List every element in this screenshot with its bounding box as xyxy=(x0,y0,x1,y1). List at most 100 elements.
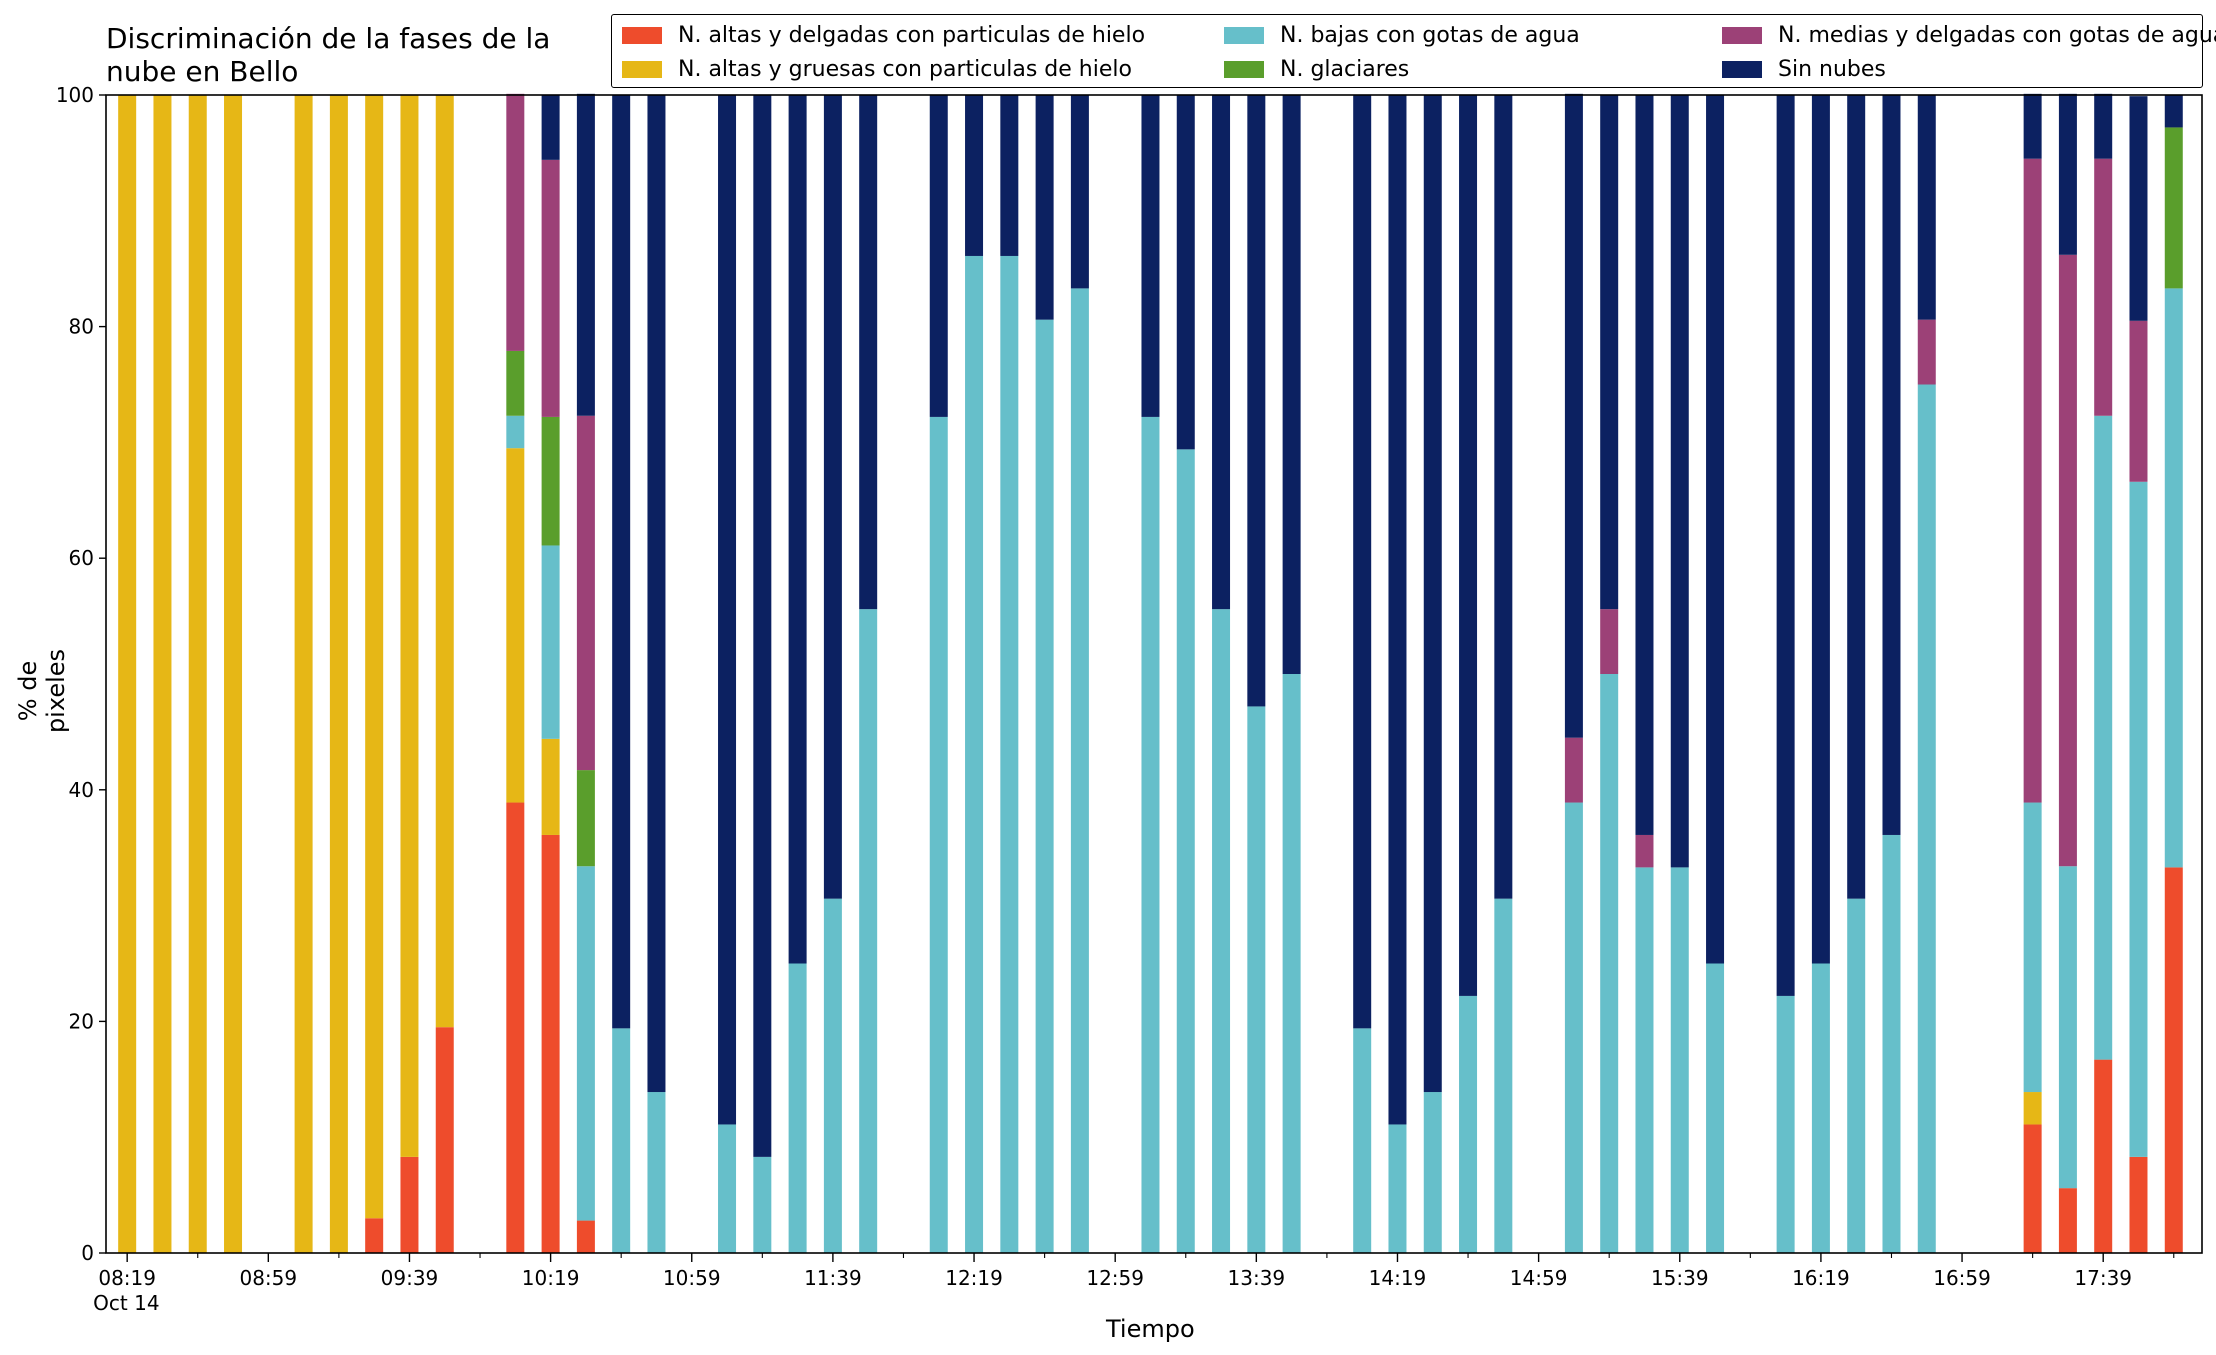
bar-segment xyxy=(788,95,807,964)
bar-segment xyxy=(2164,867,2183,1253)
bar-segment xyxy=(965,255,984,1253)
bar-segment xyxy=(1600,609,1619,674)
bar-segment xyxy=(1635,95,1654,835)
bar-segment xyxy=(541,545,560,739)
bar-segment xyxy=(1423,1092,1442,1253)
bar-segment xyxy=(1706,95,1725,964)
bar-segment xyxy=(1282,674,1301,1253)
x-tick-label: 17:39 xyxy=(2074,1266,2132,1290)
bar-segment xyxy=(1670,95,1689,868)
bar-segment xyxy=(1141,95,1160,417)
bar-segment xyxy=(506,448,525,803)
bar-segment xyxy=(400,1156,419,1253)
bar-segment xyxy=(224,95,243,1253)
x-tick-label: Oct 14 xyxy=(93,1291,159,1315)
bar-segment xyxy=(1459,995,1478,1253)
x-tick-label: 16:59 xyxy=(1933,1266,1991,1290)
bar-segment xyxy=(153,95,172,1253)
bar-segment xyxy=(612,1028,631,1253)
bar-segment xyxy=(1176,95,1195,450)
bar-segment xyxy=(506,802,525,1253)
bar-segment xyxy=(2094,1059,2113,1253)
x-tick-label: 10:19 xyxy=(522,1266,580,1290)
bar-segment xyxy=(1247,706,1266,1253)
bar-segment xyxy=(2129,1156,2148,1253)
bar-segment xyxy=(965,95,984,256)
bar-segment xyxy=(400,95,419,1157)
bar-segment xyxy=(1212,609,1231,1253)
bar-segment xyxy=(1494,95,1513,899)
bar-segment xyxy=(1882,834,1901,1253)
x-tick-label: 13:39 xyxy=(1228,1266,1286,1290)
bar-segment xyxy=(1917,95,1936,320)
legend-label: N. glaciares xyxy=(1280,56,1410,82)
bar-segment xyxy=(1564,737,1583,803)
bar-segment xyxy=(2023,158,2042,803)
bar-segment xyxy=(1000,255,1019,1253)
bar-segment xyxy=(1882,95,1901,835)
legend-label: N. bajas con gotas de agua xyxy=(1280,22,1580,48)
bar-segment xyxy=(1388,1124,1407,1253)
bar-segment xyxy=(823,95,842,899)
x-tick-label: 14:19 xyxy=(1369,1266,1427,1290)
bar-segment xyxy=(823,898,842,1253)
x-tick-label: 14:59 xyxy=(1510,1266,1568,1290)
bar-segment xyxy=(2058,1188,2077,1253)
bar-segment xyxy=(2094,415,2113,1060)
bar-segment xyxy=(2058,93,2077,255)
bar-segment xyxy=(1776,995,1795,1253)
bar-segment xyxy=(718,1124,737,1253)
bar-segment xyxy=(2023,93,2042,159)
bar-segment xyxy=(788,963,807,1253)
legend-swatch xyxy=(1722,26,1762,44)
bar-segment xyxy=(576,866,595,1221)
legend-item: N. glaciares xyxy=(1224,53,1409,85)
bar-segment xyxy=(365,1218,384,1253)
legend-item: N. altas y gruesas con particulas de hie… xyxy=(622,53,1132,85)
bar-segment xyxy=(1176,449,1195,1253)
legend-item: N. medias y delgadas con gotas de agua xyxy=(1722,19,2216,51)
bar-segment xyxy=(1635,867,1654,1253)
y-tick-label: 80 xyxy=(69,315,94,339)
bar-segment xyxy=(2129,481,2148,1157)
bar-segment xyxy=(2094,93,2113,159)
bar-segment xyxy=(576,415,595,771)
bar-segment xyxy=(1635,834,1654,868)
bar-segment xyxy=(1388,95,1407,1125)
bar-segment xyxy=(506,415,525,449)
x-tick-label: 12:19 xyxy=(945,1266,1003,1290)
bar-segment xyxy=(753,95,772,1157)
bar-segment xyxy=(1811,95,1830,964)
bars-layer xyxy=(118,93,2183,1254)
bar-segment xyxy=(1847,95,1866,899)
bar-segment xyxy=(1564,802,1583,1253)
legend-label: N. altas y delgadas con particulas de hi… xyxy=(678,22,1146,48)
x-tick-label: 08:59 xyxy=(239,1266,297,1290)
legend-label: N. altas y gruesas con particulas de hie… xyxy=(678,56,1132,82)
bar-segment xyxy=(1212,95,1231,610)
bar-segment xyxy=(541,159,560,417)
bar-segment xyxy=(1917,384,1936,1253)
x-tick-label: 16:19 xyxy=(1792,1266,1850,1290)
bar-segment xyxy=(1459,95,1478,996)
bar-segment xyxy=(2058,866,2077,1189)
bar-segment xyxy=(859,609,878,1253)
y-tick-label: 40 xyxy=(69,778,94,802)
bar-segment xyxy=(576,770,595,867)
bar-segment xyxy=(1847,898,1866,1253)
bar-segment xyxy=(1706,963,1725,1253)
bar-segment xyxy=(2164,95,2183,128)
bar-segment xyxy=(1811,963,1830,1253)
bar-segment xyxy=(506,350,525,416)
legend-swatch xyxy=(1722,60,1762,78)
bar-segment xyxy=(2058,254,2077,867)
legend-label: N. medias y delgadas con gotas de agua xyxy=(1778,22,2216,48)
bar-segment xyxy=(1917,319,1936,385)
bar-segment xyxy=(1600,95,1619,610)
bar-segment xyxy=(2023,1124,2042,1253)
plot-frame xyxy=(105,94,2203,1254)
bar-segment xyxy=(329,95,348,1253)
legend-swatch xyxy=(622,60,662,78)
bar-segment xyxy=(541,738,560,835)
bar-segment xyxy=(576,1220,595,1253)
